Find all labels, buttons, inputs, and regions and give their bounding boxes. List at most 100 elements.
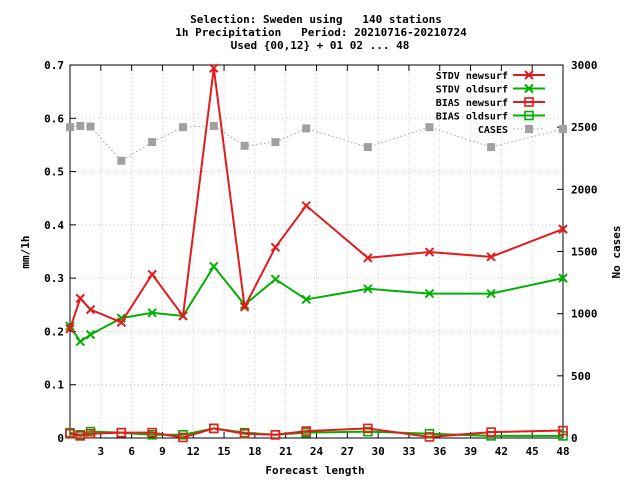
- data-point: [178, 311, 188, 321]
- y2-axis-label: No cases: [610, 226, 623, 279]
- data-point: [424, 288, 435, 299]
- x-tick-label: 42: [495, 445, 508, 458]
- y-tick-label: 0.1: [44, 379, 64, 392]
- data-point: [85, 428, 96, 439]
- series-group: [65, 63, 568, 443]
- marker-stroke: [363, 253, 373, 263]
- series-line: [69, 68, 564, 330]
- data-point: [65, 324, 75, 334]
- series-cases: [66, 121, 567, 165]
- legend-entry: CASES: [478, 125, 545, 136]
- marker-stroke: [524, 83, 534, 94]
- data-point: [363, 423, 373, 434]
- x-tick-label: 6: [128, 445, 135, 458]
- y-tick-label: 0.4: [44, 219, 64, 232]
- data-point: [558, 224, 568, 234]
- legend-entry: BIAS oldsurf: [436, 110, 545, 123]
- y-tick-label: 0.2: [44, 325, 64, 338]
- data-point: [148, 138, 157, 147]
- y-tick-label: 0: [57, 432, 64, 445]
- data-point: [424, 432, 435, 442]
- x-tick-label: 45: [526, 445, 539, 458]
- data-point: [178, 123, 187, 132]
- data-point: [486, 427, 496, 437]
- data-point: [425, 123, 434, 132]
- data-point: [487, 143, 496, 152]
- data-point: [209, 63, 219, 73]
- marker-stroke: [85, 329, 96, 340]
- data-point: [558, 273, 568, 283]
- marker-stroke: [486, 252, 496, 262]
- data-point: [66, 123, 74, 132]
- legend-entry: STDV oldsurf: [436, 83, 545, 96]
- marker-stroke: [270, 274, 281, 284]
- data-point: [486, 288, 496, 299]
- marker-stroke: [239, 302, 250, 312]
- legend-entry: STDV newsurf: [436, 70, 545, 82]
- data-point: [209, 121, 218, 130]
- legend-label: STDV newsurf: [436, 71, 508, 82]
- data-point: [75, 293, 85, 304]
- y2-tick-label: 1000: [571, 308, 598, 321]
- x-tick-label: 9: [159, 445, 166, 458]
- marker-stroke: [147, 308, 157, 318]
- y-tick-label: 0.6: [44, 112, 64, 125]
- data-point: [75, 336, 85, 347]
- data-point: [363, 143, 372, 152]
- legend-marker: [525, 125, 533, 133]
- x-tick-label: 48: [556, 445, 569, 458]
- marker-stroke: [424, 288, 435, 299]
- data-point: [75, 431, 86, 441]
- data-point: [85, 329, 96, 340]
- marker-stroke: [178, 311, 188, 321]
- x-tick-label: 27: [341, 445, 354, 458]
- data-point: [558, 425, 568, 436]
- marker-stroke: [75, 293, 85, 304]
- y2-tick-label: 3000: [571, 59, 598, 72]
- marker-stroke: [85, 304, 96, 315]
- data-point: [117, 156, 126, 165]
- y2-tick-label: 2500: [571, 121, 598, 134]
- legend-marker: [524, 70, 534, 80]
- legend-label: BIAS newsurf: [436, 98, 508, 109]
- data-point: [363, 284, 373, 294]
- data-point: [85, 304, 96, 315]
- marker-stroke: [558, 273, 568, 283]
- data-point: [270, 274, 281, 284]
- marker-stroke: [363, 284, 373, 294]
- data-point: [209, 261, 219, 272]
- data-point: [486, 252, 496, 262]
- data-point: [178, 432, 188, 443]
- chart-title-line-3: Used {00,12} + 01 02 ... 48: [231, 39, 410, 52]
- legend-label: STDV oldsurf: [436, 85, 508, 96]
- data-point: [424, 247, 435, 257]
- marker-stroke: [270, 242, 281, 252]
- marker-stroke: [65, 324, 75, 334]
- y-axis-label: mm/1h: [19, 235, 32, 268]
- marker-stroke: [116, 317, 127, 328]
- data-point: [301, 294, 311, 305]
- x-tick-label: 39: [464, 445, 477, 458]
- x-tick-label: 30: [372, 445, 385, 458]
- data-point: [302, 124, 311, 133]
- legend-label: BIAS oldsurf: [436, 112, 508, 123]
- x-tick-label: 21: [279, 445, 293, 458]
- x-tick-label: 36: [433, 445, 447, 458]
- data-point: [86, 122, 95, 131]
- y-tick-label: 0.7: [44, 59, 64, 72]
- data-point: [559, 125, 567, 134]
- marker-stroke: [524, 70, 534, 80]
- marker-stroke: [424, 247, 435, 257]
- marker-stroke: [209, 63, 219, 73]
- data-point: [240, 141, 249, 150]
- marker-stroke: [209, 261, 219, 272]
- data-point: [363, 253, 373, 263]
- series-line: [69, 264, 564, 343]
- x-axis-label: Forecast length: [265, 464, 364, 477]
- data-point: [208, 423, 219, 434]
- y2-tick-label: 1500: [571, 246, 598, 259]
- legend-marker: [524, 83, 534, 94]
- x-tick-label: 33: [402, 445, 415, 458]
- chart-title-line-1: Selection: Sweden using 140 stations: [190, 13, 442, 26]
